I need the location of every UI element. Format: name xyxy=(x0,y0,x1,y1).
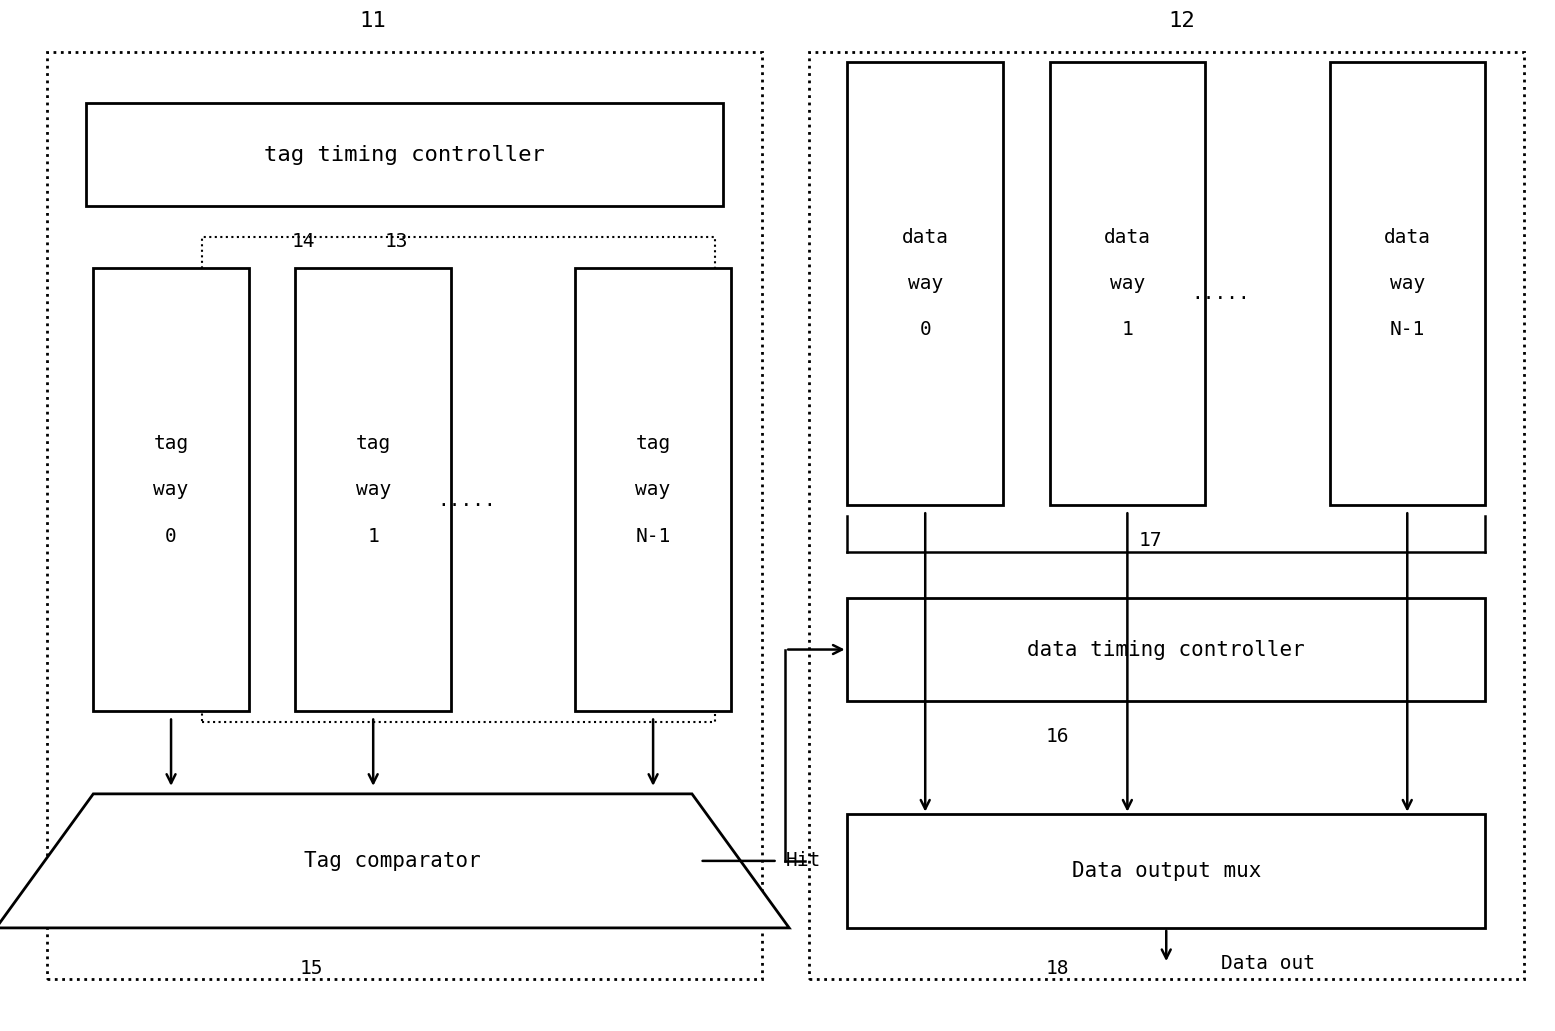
Text: way: way xyxy=(356,480,390,499)
Text: tag: tag xyxy=(636,434,670,453)
Bar xyxy=(847,598,1485,701)
Text: 0: 0 xyxy=(919,321,931,339)
Text: way: way xyxy=(1110,274,1144,293)
Polygon shape xyxy=(0,794,788,928)
Text: way: way xyxy=(908,274,942,293)
Text: data: data xyxy=(902,228,949,246)
Text: Hit: Hit xyxy=(785,852,821,870)
Text: 18: 18 xyxy=(1045,959,1070,977)
Text: 1: 1 xyxy=(367,527,379,545)
Text: N-1: N-1 xyxy=(1390,321,1424,339)
Text: way: way xyxy=(154,480,188,499)
Text: way: way xyxy=(636,480,670,499)
Bar xyxy=(295,268,451,711)
Text: tag timing controller: tag timing controller xyxy=(264,144,544,165)
Text: 14: 14 xyxy=(291,232,316,251)
Bar xyxy=(575,268,731,711)
Text: data timing controller: data timing controller xyxy=(1028,639,1305,660)
Bar xyxy=(809,52,1524,979)
Text: 1: 1 xyxy=(1121,321,1134,339)
Bar xyxy=(93,268,249,711)
Text: data: data xyxy=(1384,228,1431,246)
Bar xyxy=(1330,62,1485,505)
Text: 11: 11 xyxy=(359,11,387,31)
Text: 13: 13 xyxy=(384,232,409,251)
Text: 0: 0 xyxy=(165,527,177,545)
Text: tag: tag xyxy=(356,434,390,453)
Text: .....: ..... xyxy=(1191,285,1250,303)
Text: tag: tag xyxy=(154,434,188,453)
Text: Data out: Data out xyxy=(1221,955,1314,973)
Text: Data output mux: Data output mux xyxy=(1071,861,1261,882)
Text: Tag comparator: Tag comparator xyxy=(305,851,480,871)
Bar xyxy=(202,237,715,722)
Text: N-1: N-1 xyxy=(636,527,670,545)
Text: 15: 15 xyxy=(299,959,323,977)
Bar xyxy=(847,814,1485,928)
Text: 16: 16 xyxy=(1045,727,1070,745)
Bar xyxy=(847,62,1003,505)
Text: data: data xyxy=(1104,228,1151,246)
Bar xyxy=(47,52,762,979)
Text: 12: 12 xyxy=(1168,11,1196,31)
Bar xyxy=(86,103,723,206)
Text: 17: 17 xyxy=(1138,531,1163,550)
Text: way: way xyxy=(1390,274,1424,293)
Bar xyxy=(1050,62,1205,505)
Text: .....: ..... xyxy=(437,491,496,509)
